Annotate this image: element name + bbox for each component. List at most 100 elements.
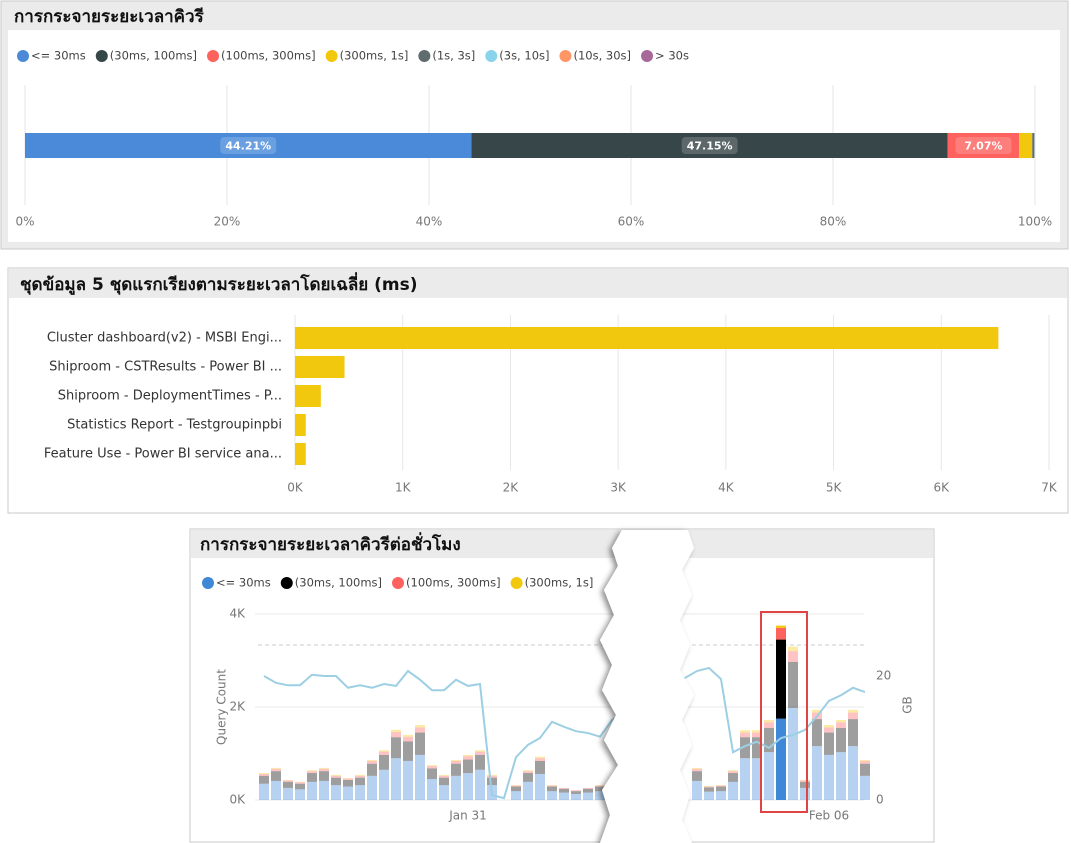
bar-segment [475,750,485,752]
legend-label: > 30s [655,49,689,63]
panel-header [191,530,933,558]
panel [7,267,1069,514]
bar-segment [523,771,533,774]
legend-marker [280,577,293,589]
data-label-bg [955,137,1012,154]
bar-segment [836,720,846,723]
bar-segment [427,768,437,780]
bar-segment [523,773,533,782]
panel [189,528,935,843]
bar-segment [716,785,726,787]
bar-segment [391,729,401,733]
bar [295,414,306,436]
legend-label: (100ms, 300ms] [221,49,316,63]
axis-break [600,530,694,843]
bar-segment [595,791,605,800]
bar-segment [812,719,822,747]
bar [295,443,306,465]
legend-label: (10s, 30s] [573,49,631,63]
data-label: 47.15% [687,140,733,153]
bar-segment [271,771,281,781]
bar-segment [319,780,329,800]
bar-segment [415,725,425,728]
bar-segment [704,787,714,792]
bar-segment [692,767,702,769]
bar-segment [439,774,449,776]
x-tick-label: 1K [395,481,412,495]
bar-segment [692,771,702,781]
legend-label: <= 30ms [31,49,86,63]
bar-segment [511,786,521,792]
legend-label: <= 30ms [216,576,271,590]
bar-segment [824,727,834,733]
legend-label: (1s, 3s] [432,49,475,63]
bar-segment [307,771,317,774]
data-label-bg [220,137,277,154]
legend-label: (30ms, 100ms] [110,49,197,63]
bar-segment [728,771,738,774]
bar-segment [427,779,437,800]
bar-segment [848,709,858,713]
bar-segment [752,732,762,738]
bar-segment [283,780,293,782]
bar-segment [764,752,774,800]
x-tick-label: 5K [826,481,843,495]
bar-segment [259,773,269,776]
bar-segment [752,758,762,800]
x-tick-label: 80% [820,215,847,229]
bar-segment [307,770,317,772]
bar-segment [800,787,810,800]
bar-segment [391,758,401,800]
bar-segment [824,725,834,728]
bar-segment [259,775,269,784]
panel-header [9,269,1067,298]
bar-segment [692,780,702,800]
legend-marker [392,577,405,589]
legend-marker [202,577,214,589]
bar-segment [475,754,485,770]
legend-marker [325,50,338,62]
x-tick-label: 2K [503,481,520,495]
bar-segment [523,770,533,772]
bar-segment [331,774,341,776]
x-tick-label: Feb 06 [809,809,849,823]
bar-segment [764,727,774,753]
bar-segment [367,763,377,776]
bar-segment [704,791,714,800]
bar-segment [728,773,738,782]
bar [295,327,999,349]
bar-segment [788,707,798,800]
bar-segment [824,732,834,755]
bar-segment [355,777,365,786]
bar-segment [1034,133,1035,158]
selection-box [760,611,808,813]
bar-segment [595,785,605,787]
bar-segment [25,133,472,158]
bar-segment [788,646,798,652]
y-tick-label: Shiproom - CSTResults - Power BI ... [49,360,282,375]
legend-marker [559,50,572,62]
chart: 0K 2K 4K 0 20 Query Count GB Jan 31 Feb 06 [215,530,915,843]
legend-label: (100ms, 300ms] [406,576,501,590]
bar-segment [319,767,329,769]
legend-marker [17,50,29,62]
bar-segment [331,777,341,786]
x-tick-label: 40% [416,215,443,229]
data-label: 7.07% [964,140,1002,153]
bar-segment [860,763,870,776]
x-tick-label: 7K [1041,481,1058,495]
chart-title: การกระจายระยะเวลาคิวรีต่อชั่วโมง [200,532,461,555]
bar-segment [848,746,858,800]
legend-label: (300ms, 1s] [340,49,409,63]
bar-segment [547,786,557,792]
x-tick-label: 6K [934,481,951,495]
bar-segment [740,758,750,800]
bar-segment [559,788,569,793]
bar-segment [511,791,521,800]
bar-segment [511,785,521,787]
bar-segment [836,727,846,753]
bar-segment [451,775,461,800]
x-tick-label: 4K [718,481,735,495]
bar-segment [800,780,810,782]
legend-label: (300ms, 1s] [525,576,594,590]
